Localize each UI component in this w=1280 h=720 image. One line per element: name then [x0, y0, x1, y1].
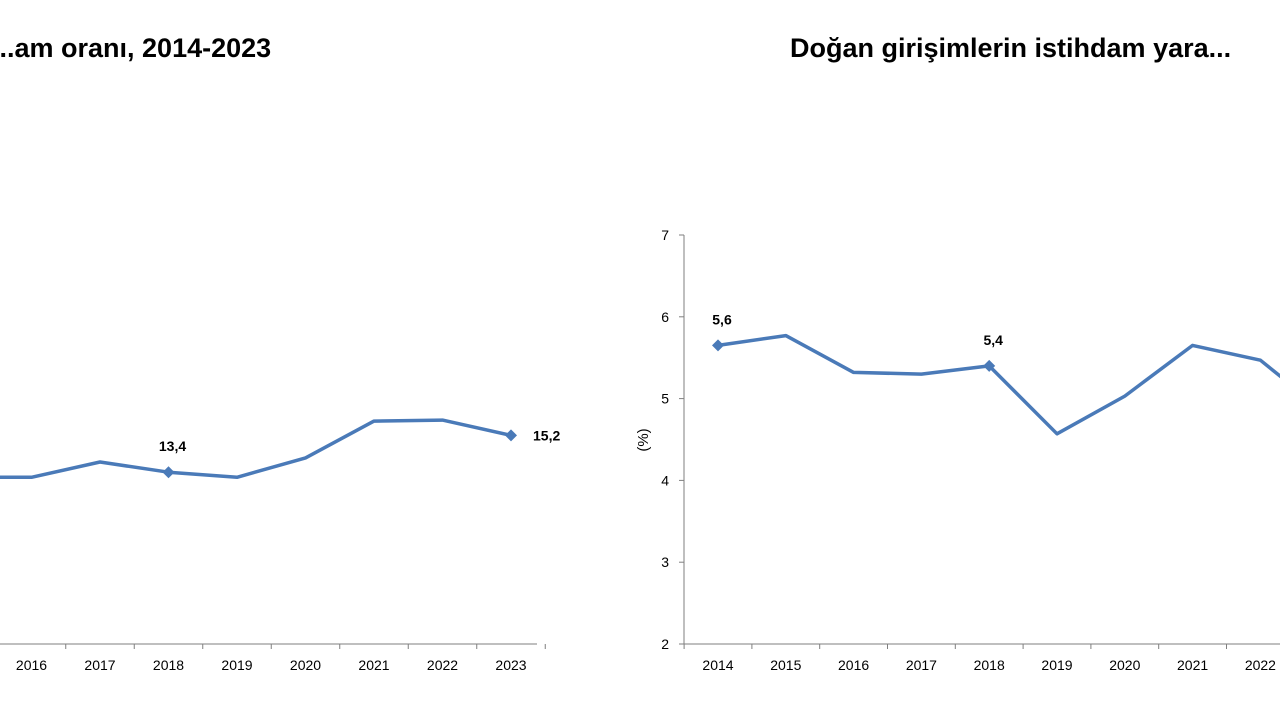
data-label-right-2014: 5,6 [712, 311, 732, 327]
x-tick-label-left-2021: 2021 [358, 657, 389, 673]
y-tick-label-right-2: 2 [661, 636, 669, 652]
y-tick-label-right-4: 4 [661, 472, 669, 488]
x-tick-label-right-2021: 2021 [1177, 657, 1208, 673]
x-tick-label-right-2015: 2015 [770, 657, 801, 673]
y-tick-label-right-7: 7 [661, 227, 669, 243]
x-tick-label-right-2018: 2018 [974, 657, 1005, 673]
data-marker-left-2018 [162, 466, 175, 479]
x-tick-label-left-2016: 2016 [16, 657, 47, 673]
series-line-right [716, 333, 1280, 436]
chart-title-right-text: Doğan girişimlerin istihdam yara... [790, 33, 1232, 63]
y-tick-label-right-3: 3 [661, 554, 669, 570]
data-marker-left-2023 [505, 429, 517, 442]
data-label-left-2018: 13,4 [159, 438, 186, 454]
y-axis-title-right: (%) [635, 428, 652, 451]
x-tick-label-left-2023: 2023 [495, 657, 526, 673]
x-tick-label-right-2022: 2022 [1245, 657, 1276, 673]
y-tick-label-right-5: 5 [661, 391, 669, 407]
chart-title-right: Doğan girişimlerin istihdam yara... [790, 33, 1231, 64]
x-tick-label-right-2014: 2014 [702, 657, 733, 673]
x-tick-label-left-2022: 2022 [427, 657, 458, 673]
y-tick-label-right-6: 6 [661, 309, 669, 325]
chart-title-left: ...am oranı, 2014-2023 [0, 33, 271, 64]
x-tick-label-left-2019: 2019 [221, 657, 252, 673]
data-marker-right-2018 [983, 359, 996, 372]
series-line-left [0, 418, 513, 480]
data-label-right-2018: 5,4 [983, 332, 1003, 348]
x-tick-label-left-2020: 2020 [290, 657, 321, 673]
chart-title-left-text: ...am oranı, 2014-2023 [0, 33, 272, 63]
data-marker-right-2014 [712, 339, 724, 352]
x-tick-label-right-2016: 2016 [838, 657, 869, 673]
x-tick-label-right-2017: 2017 [906, 657, 937, 673]
x-tick-label-left-2018: 2018 [153, 657, 184, 673]
x-tick-label-left-2017: 2017 [84, 657, 115, 673]
x-tick-label-right-2020: 2020 [1109, 657, 1140, 673]
data-label-left-2023: 15,2 [533, 427, 560, 443]
x-tick-label-right-2019: 2019 [1041, 657, 1072, 673]
